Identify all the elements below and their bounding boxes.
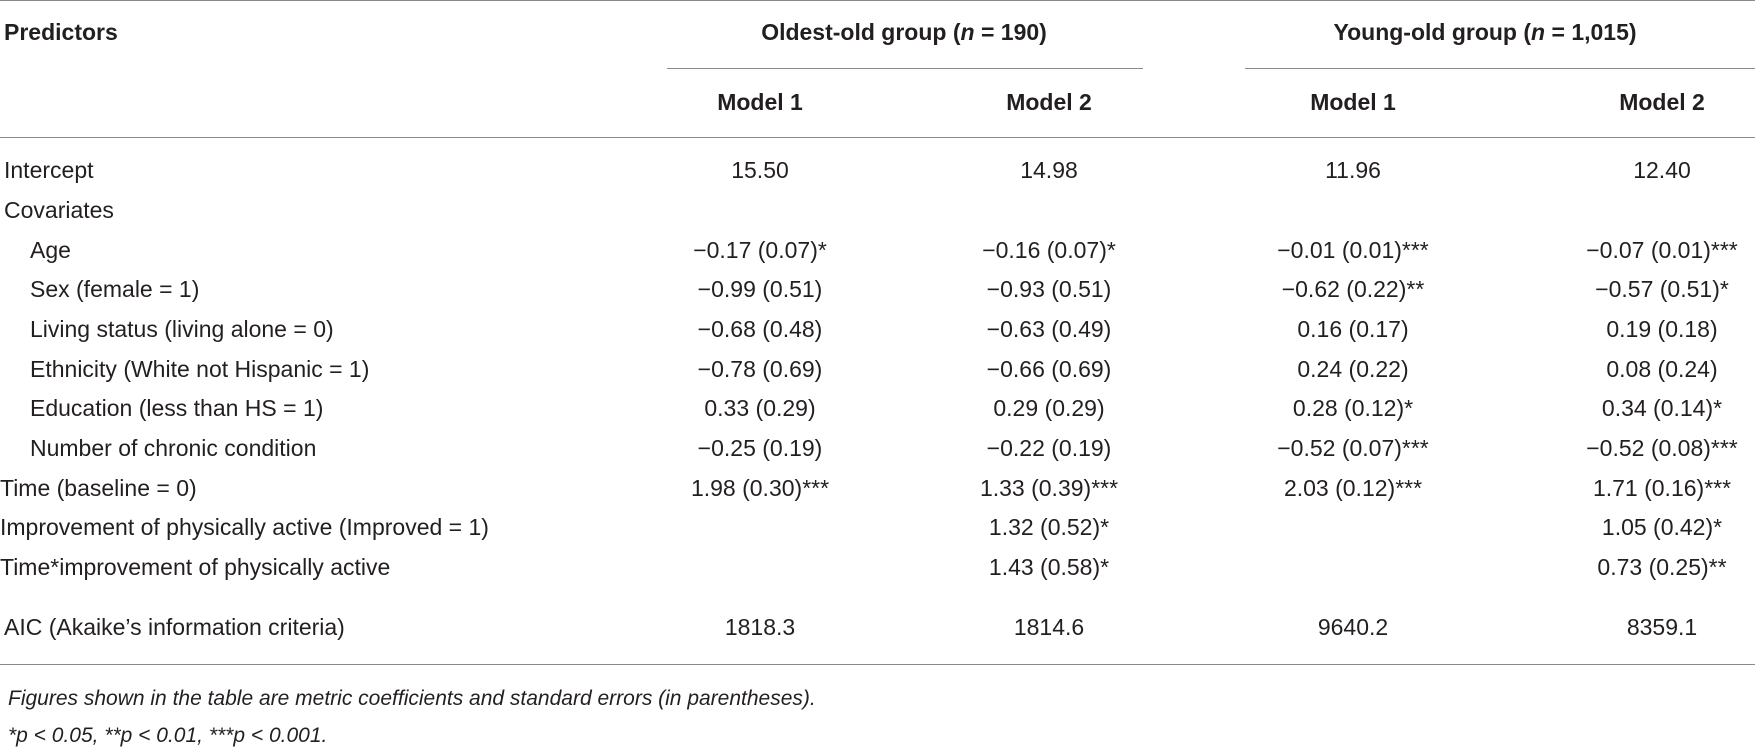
table-cell: 1.98 (0.30)*** xyxy=(690,475,830,501)
table-cell: −0.93 (0.51) xyxy=(986,276,1112,302)
table-cell: 15.50 xyxy=(731,157,789,183)
table-cell: 0.24 (0.22) xyxy=(1297,356,1409,382)
table-cell: 0.33 (0.29) xyxy=(704,395,816,421)
row-label: Intercept xyxy=(4,157,94,183)
top-rule xyxy=(0,0,1755,1)
table-cell: −0.66 (0.69) xyxy=(986,356,1112,382)
table-cell: 1.43 (0.58)* xyxy=(988,554,1110,580)
table-cell: −0.68 (0.48) xyxy=(697,316,823,342)
row-label: Age xyxy=(30,237,71,263)
table-cell: 0.29 (0.29) xyxy=(993,395,1105,421)
group-header-oldest-old: Oldest-old group (n = 190) xyxy=(761,18,1047,46)
table-cell: −0.57 (0.51)* xyxy=(1595,276,1729,302)
table-cell: 12.40 xyxy=(1633,157,1691,183)
table-cell: −0.17 (0.07)* xyxy=(693,237,827,263)
table-cell: −0.52 (0.08)*** xyxy=(1586,435,1738,461)
table-cell: 0.16 (0.17) xyxy=(1297,316,1409,342)
row-label: Education (less than HS = 1) xyxy=(30,395,324,421)
n-symbol: n xyxy=(960,19,975,45)
n-symbol: n xyxy=(1531,19,1546,45)
table-cell: 1814.6 xyxy=(1013,614,1085,640)
table-cell: −0.16 (0.07)* xyxy=(982,237,1116,263)
group-rule-young-old xyxy=(1245,68,1755,69)
group-name: Young-old group ( xyxy=(1333,19,1532,45)
row-label: Number of chronic condition xyxy=(30,435,317,461)
table-cell: 1.05 (0.42)* xyxy=(1601,514,1723,540)
row-label: Time (baseline = 0) xyxy=(0,475,197,501)
table-cell: 8359.1 xyxy=(1626,614,1698,640)
table-cell: −0.52 (0.07)*** xyxy=(1277,435,1429,461)
table-cell: 1.33 (0.39)*** xyxy=(979,475,1119,501)
table-cell: 1.32 (0.52)* xyxy=(988,514,1110,540)
table-cell: −0.63 (0.49) xyxy=(986,316,1112,342)
table-cell: −0.99 (0.51) xyxy=(697,276,823,302)
table-cell: 9640.2 xyxy=(1317,614,1389,640)
model-header: Model 1 xyxy=(1310,89,1396,115)
footnote-metric: Figures shown in the table are metric co… xyxy=(8,687,816,710)
table-cell: 1.71 (0.16)*** xyxy=(1592,475,1732,501)
row-label: Improvement of physically active (Improv… xyxy=(0,514,489,540)
row-label: Covariates xyxy=(4,197,114,223)
header-rule xyxy=(0,137,1755,138)
table-cell: 11.96 xyxy=(1325,157,1381,183)
n-value: = 1,015) xyxy=(1545,19,1637,45)
row-label: Sex (female = 1) xyxy=(30,276,200,302)
table-cell: −0.62 (0.22)** xyxy=(1281,276,1425,302)
table-cell: −0.07 (0.01)*** xyxy=(1586,237,1738,263)
table-cell: −0.78 (0.69) xyxy=(697,356,823,382)
group-name: Oldest-old group ( xyxy=(761,19,961,45)
row-label: Time*improvement of physically active xyxy=(0,554,391,580)
row-label: Ethnicity (White not Hispanic = 1) xyxy=(30,356,370,382)
footnote-significance: *p < 0.05, **p < 0.01, ***p < 0.001. xyxy=(8,724,328,747)
predictors-header: Predictors xyxy=(4,19,118,45)
table-cell: 1818.3 xyxy=(724,614,796,640)
row-label: Living status (living alone = 0) xyxy=(30,316,334,342)
group-header-young-old: Young-old group (n = 1,015) xyxy=(1333,18,1636,46)
table-cell: 0.34 (0.14)* xyxy=(1601,395,1723,421)
table-cell: −0.25 (0.19) xyxy=(697,435,823,461)
row-label: AIC (Akaike’s information criteria) xyxy=(4,614,345,640)
model-header: Model 2 xyxy=(1006,89,1092,115)
table-cell: 0.28 (0.12)* xyxy=(1292,395,1414,421)
table-cell: 2.03 (0.12)*** xyxy=(1283,475,1423,501)
model-header: Model 2 xyxy=(1619,89,1705,115)
group-rule-oldest-old xyxy=(667,68,1143,69)
table-cell: 0.73 (0.25)** xyxy=(1597,554,1727,580)
model-header: Model 1 xyxy=(717,89,803,115)
table-cell: −0.22 (0.19) xyxy=(986,435,1112,461)
table-cell: 0.19 (0.18) xyxy=(1606,316,1718,342)
table-cell: 14.98 xyxy=(1020,157,1078,183)
bottom-rule xyxy=(0,664,1755,665)
table-cell: 0.08 (0.24) xyxy=(1606,356,1718,382)
table-cell: −0.01 (0.01)*** xyxy=(1277,237,1429,263)
n-value: = 190) xyxy=(974,19,1047,45)
